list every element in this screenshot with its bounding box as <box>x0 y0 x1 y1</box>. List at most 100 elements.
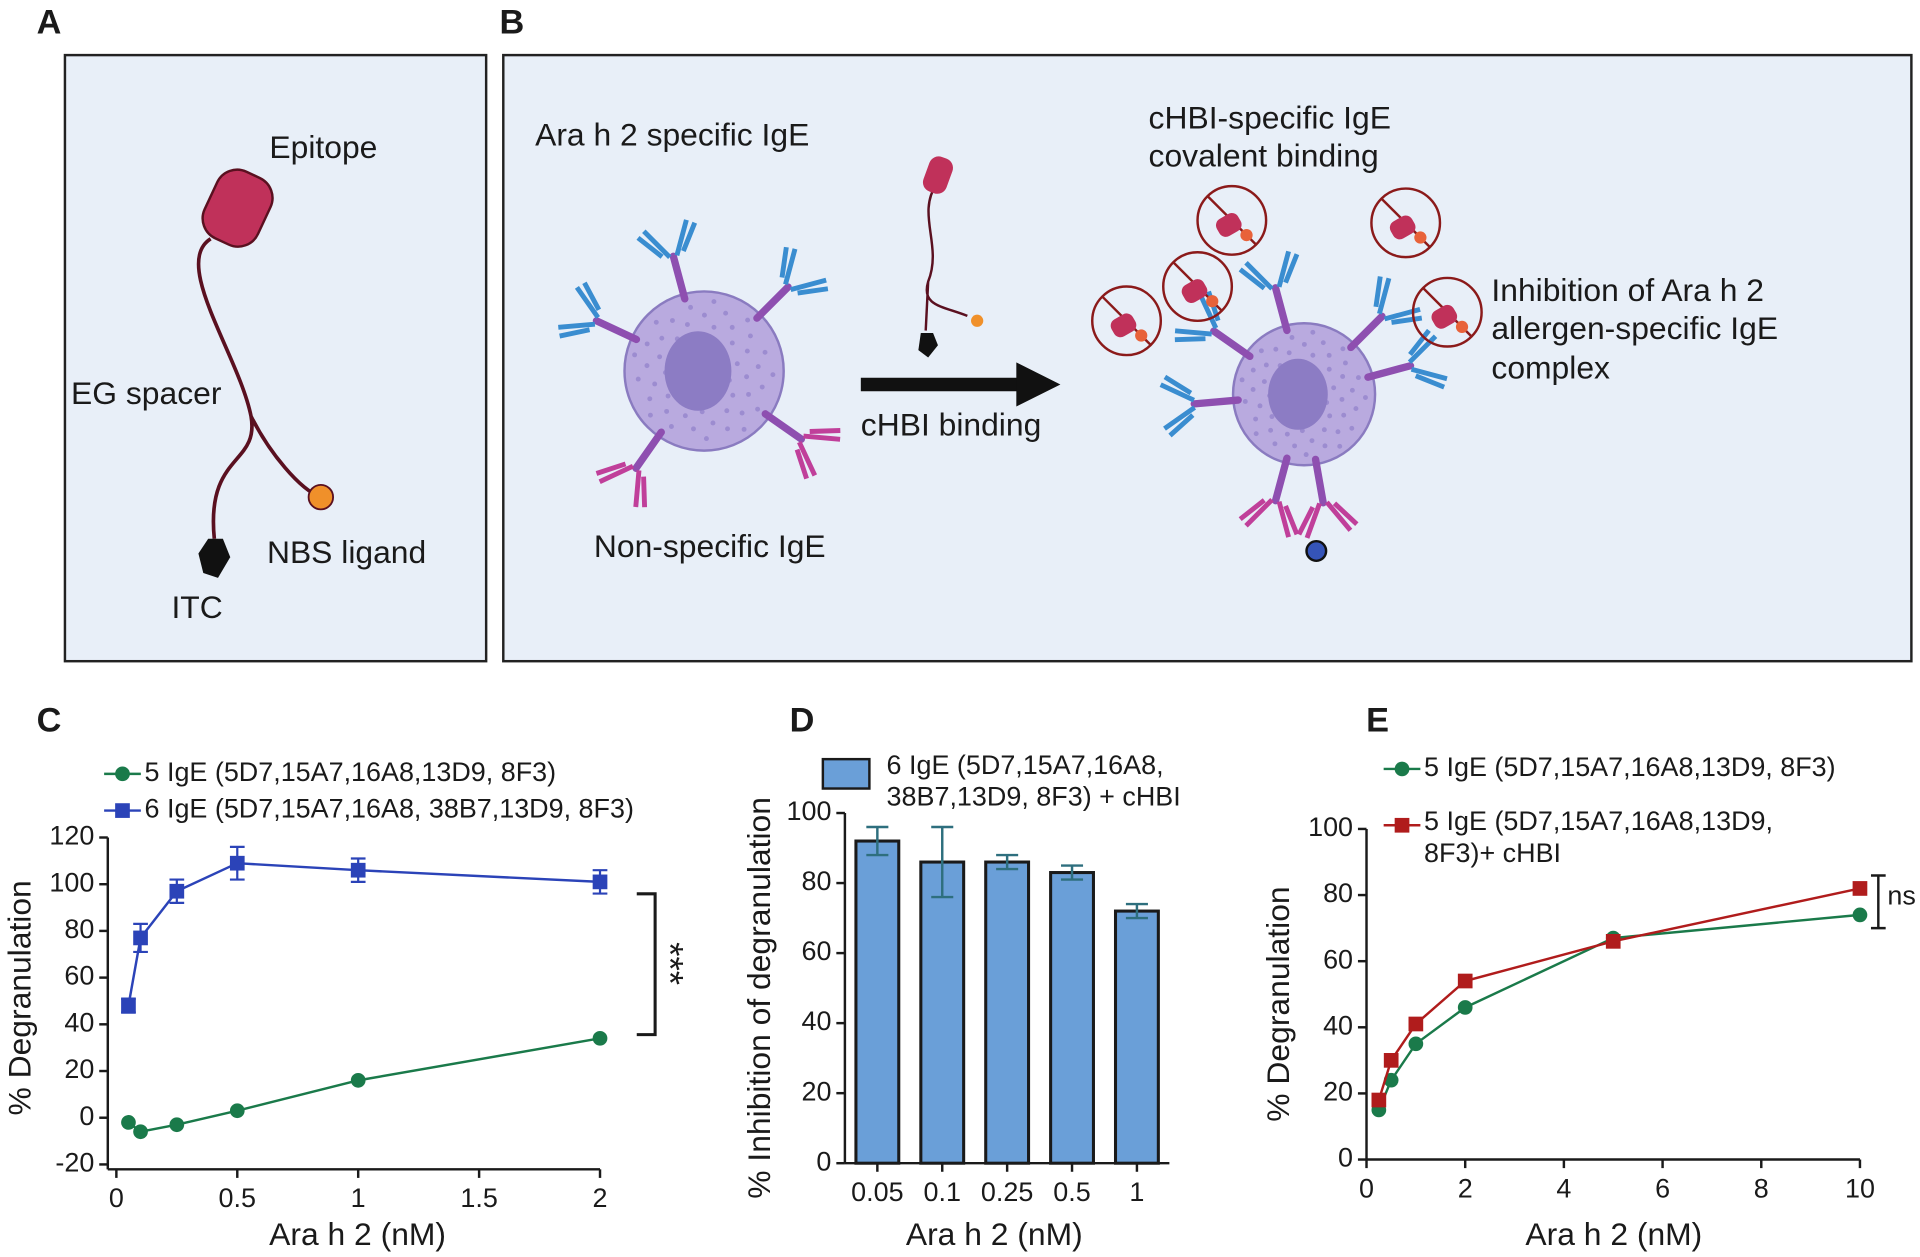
illustration <box>664 331 732 411</box>
y-tick-label: 0 <box>79 1101 94 1131</box>
illustration <box>657 354 663 360</box>
legend-marker <box>115 803 130 818</box>
y-axis-title: % Inhibition of degranulation <box>741 797 777 1199</box>
illustration <box>1190 396 1242 408</box>
legend-marker <box>1394 761 1410 777</box>
data-point <box>1383 1053 1399 1068</box>
data-point <box>1371 1092 1387 1108</box>
illustration <box>739 410 745 416</box>
illustration <box>759 384 765 390</box>
y-tick-label: 20 <box>801 1076 831 1106</box>
y-tick-label: 0 <box>816 1146 831 1176</box>
illustration <box>1414 231 1427 244</box>
illustration <box>1162 251 1234 323</box>
diagram-label: EG spacer <box>71 375 222 411</box>
illustration <box>762 349 768 355</box>
illustration <box>1159 374 1242 438</box>
diagram-label: Ara h 2 specific IgE <box>535 117 809 153</box>
x-tick-label: 2 <box>1458 1173 1473 1203</box>
data-point <box>229 855 245 871</box>
illustration <box>664 408 670 414</box>
data-point <box>1605 933 1621 949</box>
illustration <box>644 341 650 347</box>
illustration <box>1269 414 1275 420</box>
x-axis-title: Ara h 2 (nM) <box>906 1216 1083 1252</box>
illustration <box>632 428 665 472</box>
illustration <box>1239 377 1245 383</box>
illustration <box>725 426 730 432</box>
illustration <box>1310 352 1316 358</box>
bar <box>919 860 966 1165</box>
illustration <box>1355 375 1361 381</box>
illustration <box>1238 250 1300 335</box>
illustration <box>668 424 674 429</box>
data-point <box>229 1103 245 1119</box>
illustration <box>1411 276 1483 348</box>
illustration <box>1321 427 1327 433</box>
illustration <box>753 246 829 322</box>
y-tick-label: 80 <box>64 914 94 944</box>
illustration <box>1310 329 1316 335</box>
error-bar <box>996 853 1019 871</box>
illustration <box>1349 387 1355 393</box>
illustration <box>711 299 717 305</box>
illustration <box>1253 416 1259 422</box>
legend-label-box: 5 IgE (5D7,15A7,16A8,13D9, 8F3)+ cHBI <box>1424 805 1773 868</box>
illustration <box>595 461 648 508</box>
illustration <box>307 483 335 511</box>
y-tick-label: 100 <box>49 867 94 897</box>
y-tick-label: 40 <box>1323 1010 1353 1040</box>
legend-label-box: 6 IgE (5D7,15A7,16A8, 38B7,13D9, 8F3) + … <box>887 749 1181 812</box>
illustration <box>1258 348 1264 354</box>
illustration <box>1407 328 1448 390</box>
illustration <box>1240 228 1253 242</box>
illustration <box>753 283 792 322</box>
illustration <box>201 168 274 248</box>
illustration <box>918 333 938 358</box>
illustration <box>1327 413 1333 419</box>
illustration <box>761 410 806 443</box>
y-tick-label: -20 <box>55 1148 94 1178</box>
illustration <box>1238 250 1300 291</box>
legend-label: 6 IgE (5D7,15A7,16A8, 38B7,13D9, 8F3) <box>145 794 634 824</box>
illustration <box>744 374 750 380</box>
diagram-label: NBS ligand <box>267 534 426 570</box>
illustration <box>745 317 751 323</box>
illustration <box>971 314 984 327</box>
illustration <box>1309 438 1315 444</box>
illustration <box>1238 454 1300 538</box>
illustration <box>1340 374 1346 379</box>
illustration <box>1303 452 1309 458</box>
y-tick-label: 20 <box>64 1054 94 1084</box>
illustration <box>1342 360 1348 366</box>
illustration <box>744 348 750 354</box>
illustration <box>1016 362 1061 407</box>
illustration <box>703 436 709 442</box>
illustration <box>1335 429 1341 435</box>
illustration <box>653 319 659 325</box>
panel-label: C <box>37 701 62 739</box>
significance-bracket <box>1870 874 1886 930</box>
illustration <box>1364 362 1415 381</box>
annotation: ns <box>1887 881 1915 911</box>
illustration <box>1370 187 1442 259</box>
data-point <box>133 930 148 946</box>
illustration <box>761 410 841 480</box>
illustration <box>665 393 671 399</box>
x-tick-label: 0.5 <box>1053 1177 1090 1207</box>
illustration <box>1431 304 1458 329</box>
y-tick-label: 40 <box>64 1007 94 1037</box>
error-bar <box>866 825 889 857</box>
bar <box>1049 871 1095 1165</box>
illustration <box>1326 352 1332 358</box>
series-line <box>1377 887 1861 1101</box>
x-tick-label: 0.1 <box>924 1177 961 1207</box>
diagram-label: Inhibition of Ara h 2 allergen-specific … <box>1491 272 1779 386</box>
illustration <box>635 376 641 382</box>
illustration <box>682 413 688 419</box>
illustration <box>1250 367 1256 373</box>
diagram-label: Non-specific IgE <box>594 528 826 564</box>
data-point <box>592 1030 608 1046</box>
